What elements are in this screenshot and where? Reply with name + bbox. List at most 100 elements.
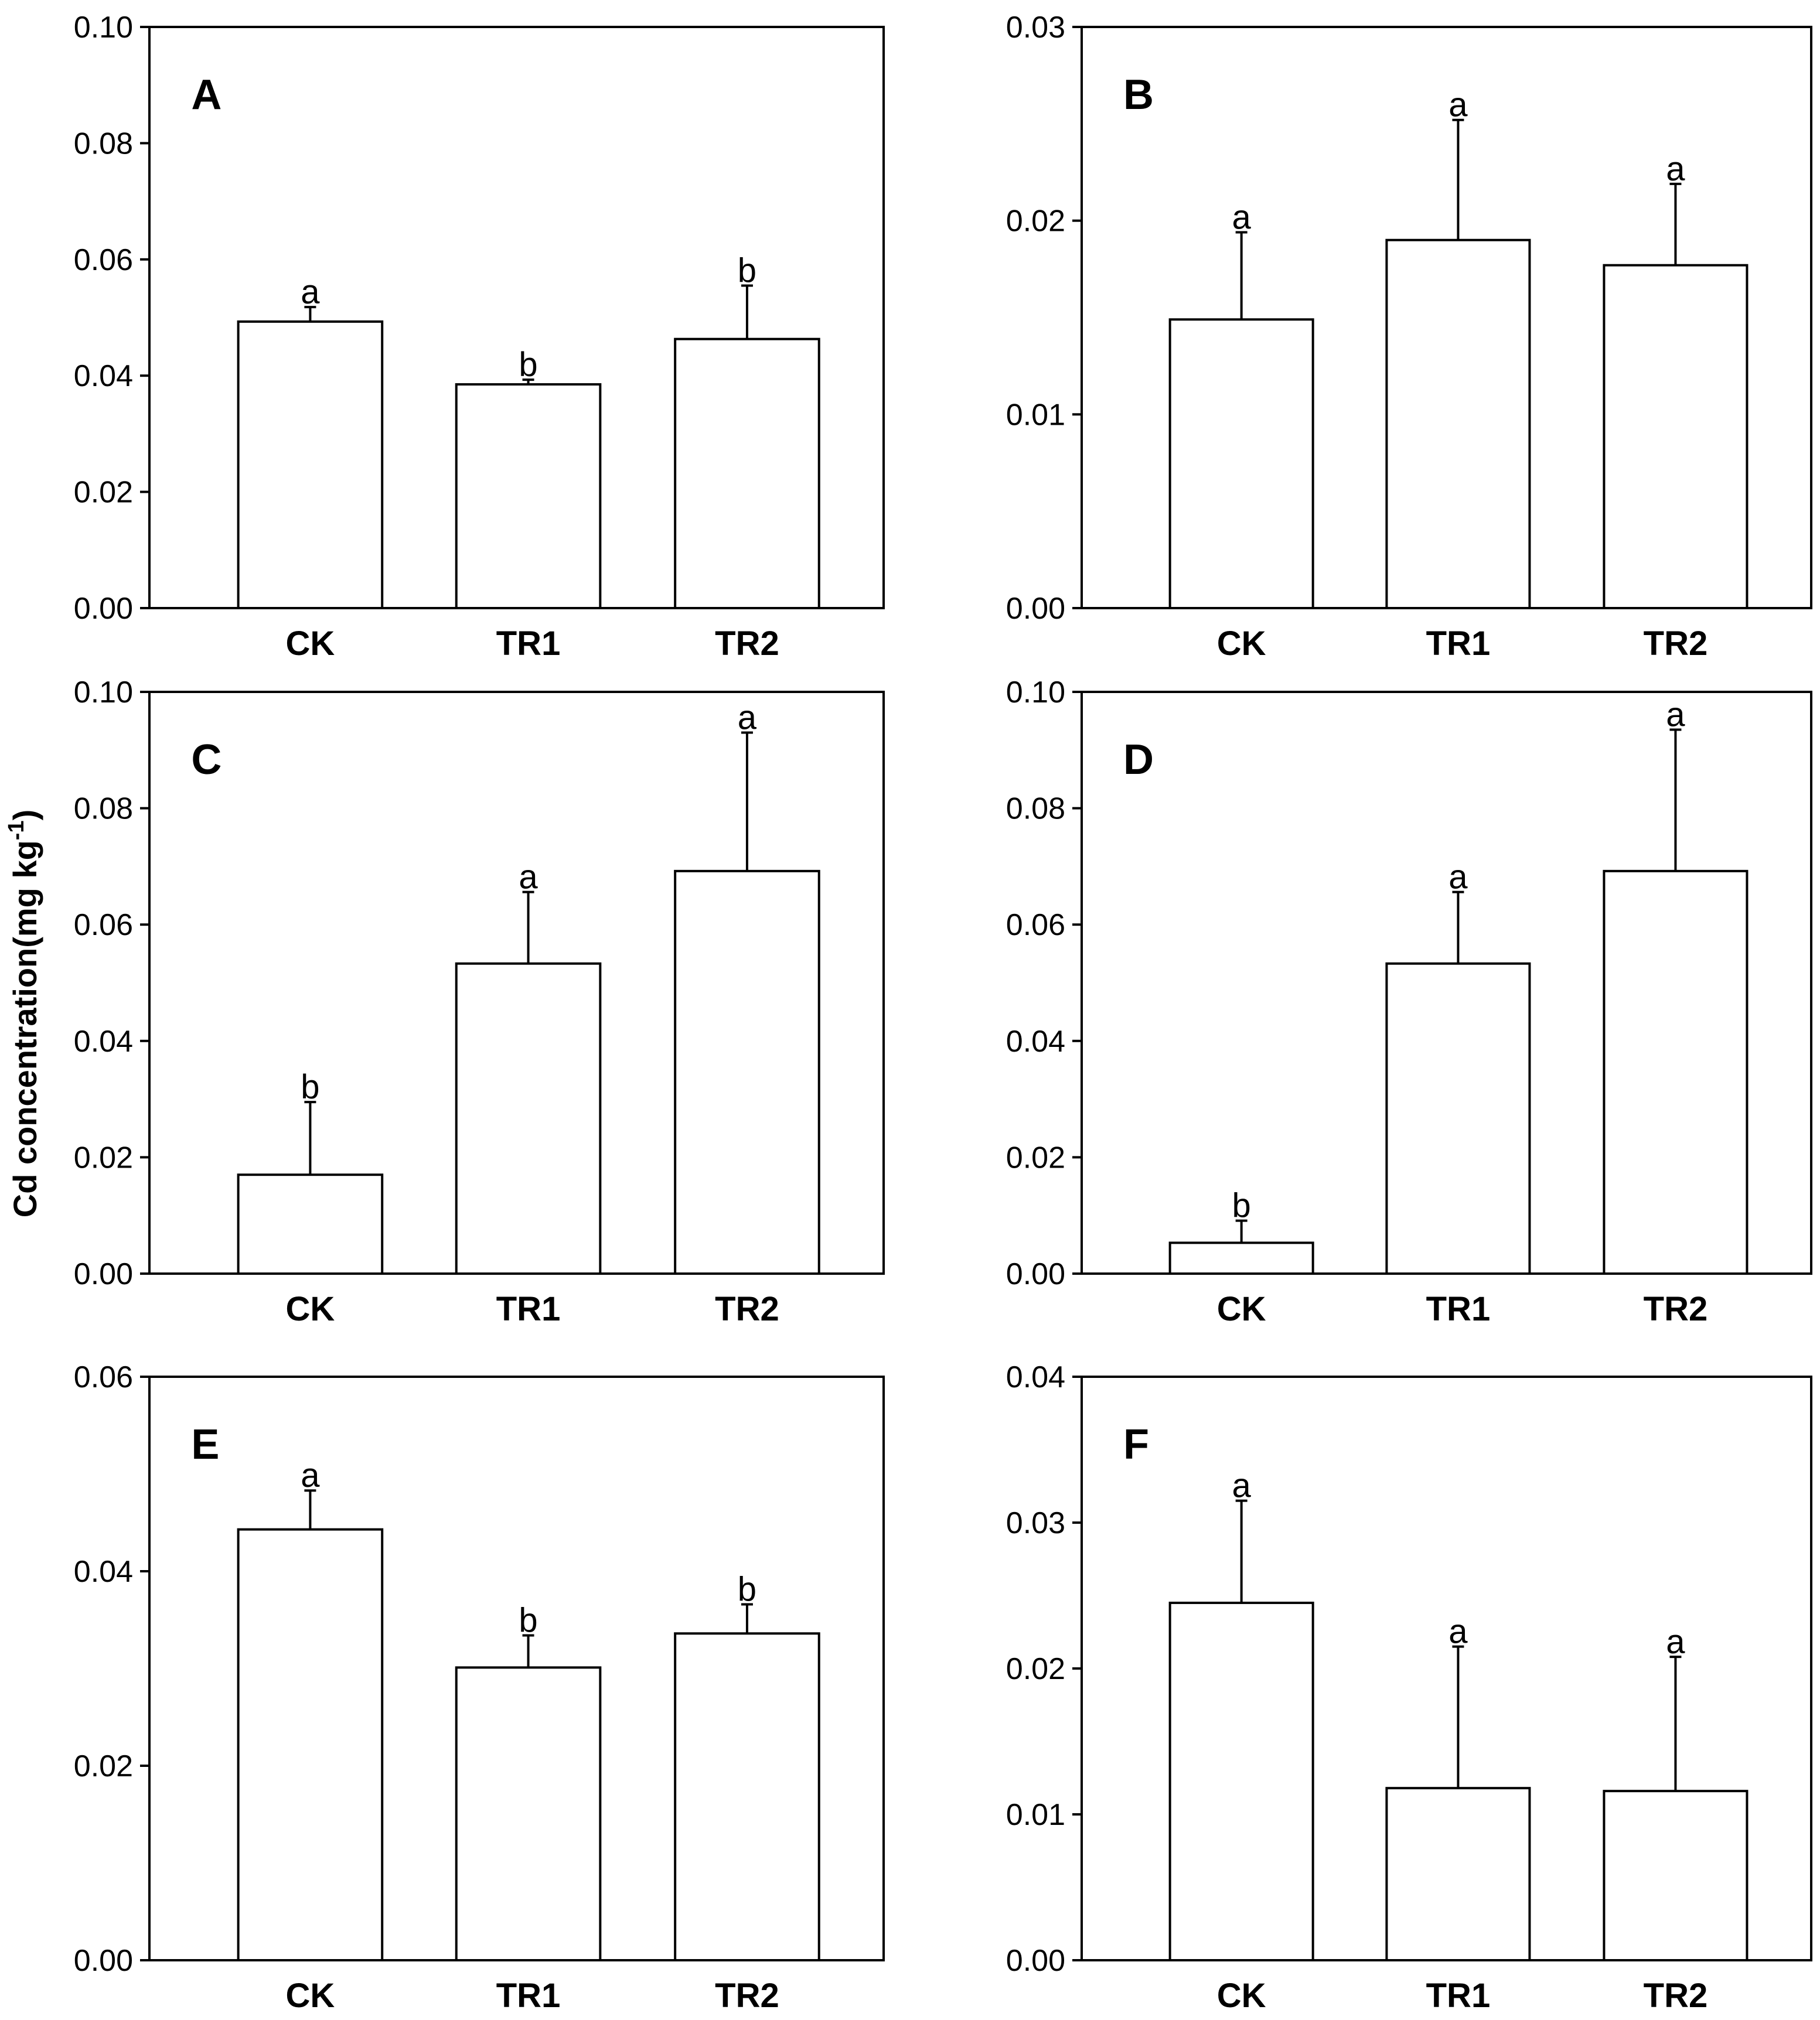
y-tick-label: 0.02 <box>1006 1141 1065 1175</box>
significance-label: a <box>738 699 757 737</box>
significance-label: b <box>519 346 537 384</box>
panel-a: a CK b TR1 b TR2 0.00 0.02 0.04 0.06 0.08 0.10 A <box>74 11 885 663</box>
significance-label: b <box>738 1570 756 1608</box>
y-tick-label: 0.10 <box>1006 675 1065 709</box>
panel-d: b CK a TR1 a TR2 0.00 0.02 0.04 0.06 0.08 0.10 D <box>1006 675 1812 1328</box>
panel-c: b CK a TR1 a TR2 0.00 0.02 0.04 0.06 0.08 0.10 C <box>74 675 885 1328</box>
panel-letter: F <box>1123 1421 1149 1468</box>
significance-label: a <box>1666 1623 1685 1661</box>
y-tick-label: 0.10 <box>74 11 133 45</box>
y-tick-label: 0.00 <box>1006 592 1065 626</box>
category-label: CK <box>1217 1290 1266 1328</box>
bar-tr2 <box>674 1632 820 1961</box>
y-tick-label: 0.01 <box>1006 1798 1065 1832</box>
y-axis-title: Cd concentration(mg kg-1) <box>4 810 43 1217</box>
bar-tr2 <box>1603 264 1749 610</box>
y-tick-label: 0.02 <box>74 1141 133 1175</box>
significance-label: b <box>519 1602 537 1640</box>
y-tick-label: 0.06 <box>74 1360 133 1394</box>
y-tick-label: 0.03 <box>1006 11 1065 45</box>
y-tick-label: 0.04 <box>74 359 133 393</box>
plot-frame <box>148 1376 885 1961</box>
category-label: TR1 <box>1426 625 1491 663</box>
y-tick-label: 0.02 <box>1006 1652 1065 1686</box>
category-label: CK <box>1217 1977 1266 2015</box>
category-label: TR2 <box>1644 625 1708 663</box>
category-label: TR2 <box>715 625 779 663</box>
y-tick-label: 0.06 <box>1006 908 1065 942</box>
bar-tr1 <box>1385 1787 1531 1961</box>
significance-label: a <box>519 858 538 896</box>
category-label: CK <box>286 1977 335 2015</box>
y-tick-label: 0.00 <box>1006 1257 1065 1291</box>
bar-ck <box>237 1528 384 1962</box>
y-tick-label: 0.04 <box>74 1555 133 1589</box>
bar-ck <box>237 1173 384 1275</box>
significance-label: b <box>301 1068 319 1106</box>
category-label: CK <box>286 625 335 663</box>
significance-label: a <box>1448 1613 1468 1651</box>
significance-label: a <box>1448 86 1468 124</box>
significance-label: a <box>301 273 320 311</box>
significance-label: b <box>1232 1187 1251 1225</box>
bar-ck <box>1168 1601 1314 1961</box>
panel-letter: E <box>191 1421 219 1468</box>
panel-letter: C <box>191 736 221 783</box>
significance-label: b <box>738 251 756 289</box>
category-label: TR2 <box>1644 1290 1708 1328</box>
plot-frame <box>148 691 885 1275</box>
panel-letter: D <box>1123 736 1154 783</box>
y-tick-label: 0.02 <box>74 1749 133 1783</box>
significance-label: a <box>1232 199 1252 237</box>
y-tick-label: 0.00 <box>1006 1944 1065 1978</box>
bar-ck <box>1168 1241 1314 1275</box>
bar-tr2 <box>674 337 820 609</box>
y-tick-label: 0.04 <box>74 1025 133 1059</box>
plot-frame <box>1081 26 1812 609</box>
panel-f: a CK a TR1 a TR2 0.00 0.01 0.02 0.03 0.04 F <box>1006 1360 1812 2015</box>
y-tick-label: 0.10 <box>74 675 133 709</box>
plot-frame <box>148 26 885 609</box>
y-tick-label: 0.02 <box>1006 204 1065 238</box>
y-tick-label: 0.06 <box>74 243 133 277</box>
panel-letter: A <box>191 71 221 118</box>
bar-tr1 <box>455 383 602 610</box>
plot-frame <box>1081 691 1812 1275</box>
y-tick-label: 0.08 <box>74 127 133 161</box>
y-tick-label: 0.02 <box>74 476 133 510</box>
category-label: TR1 <box>496 1977 561 2015</box>
y-tick-label: 0.00 <box>74 1944 133 1978</box>
bar-tr1 <box>455 1666 602 1962</box>
y-tick-label: 0.01 <box>1006 398 1065 432</box>
panel-letter: B <box>1123 71 1154 118</box>
bar-ck <box>237 320 384 609</box>
category-label: TR1 <box>496 625 561 663</box>
category-label: TR1 <box>1426 1290 1491 1328</box>
bar-tr2 <box>1603 1790 1749 1961</box>
category-label: TR2 <box>1644 1977 1708 2015</box>
bar-tr1 <box>1385 238 1531 609</box>
category-label: CK <box>286 1290 335 1328</box>
y-tick-label: 0.04 <box>1006 1360 1065 1394</box>
bar-ck <box>1168 318 1314 609</box>
y-tick-label: 0.00 <box>74 592 133 626</box>
y-tick-label: 0.04 <box>1006 1025 1065 1059</box>
panel-e: a CK b TR1 b TR2 0.00 0.02 0.04 0.06 E <box>74 1360 885 2015</box>
bar-tr2 <box>674 869 820 1275</box>
category-label: CK <box>1217 625 1266 663</box>
y-tick-label: 0.00 <box>74 1257 133 1291</box>
bar-tr1 <box>1385 962 1531 1275</box>
significance-label: a <box>1666 696 1685 734</box>
bar-tr2 <box>1603 869 1749 1275</box>
y-tick-label: 0.08 <box>1006 792 1065 826</box>
category-label: TR2 <box>715 1977 779 2015</box>
significance-label: a <box>1666 150 1685 188</box>
bar-tr1 <box>455 962 602 1275</box>
panel-b: a CK a TR1 a TR2 0.00 0.01 0.02 0.03 B <box>1006 11 1812 663</box>
y-tick-label: 0.03 <box>1006 1506 1065 1540</box>
significance-label: a <box>301 1456 320 1494</box>
y-tick-label: 0.08 <box>74 792 133 826</box>
y-tick-label: 0.06 <box>74 908 133 942</box>
category-label: TR1 <box>496 1290 561 1328</box>
